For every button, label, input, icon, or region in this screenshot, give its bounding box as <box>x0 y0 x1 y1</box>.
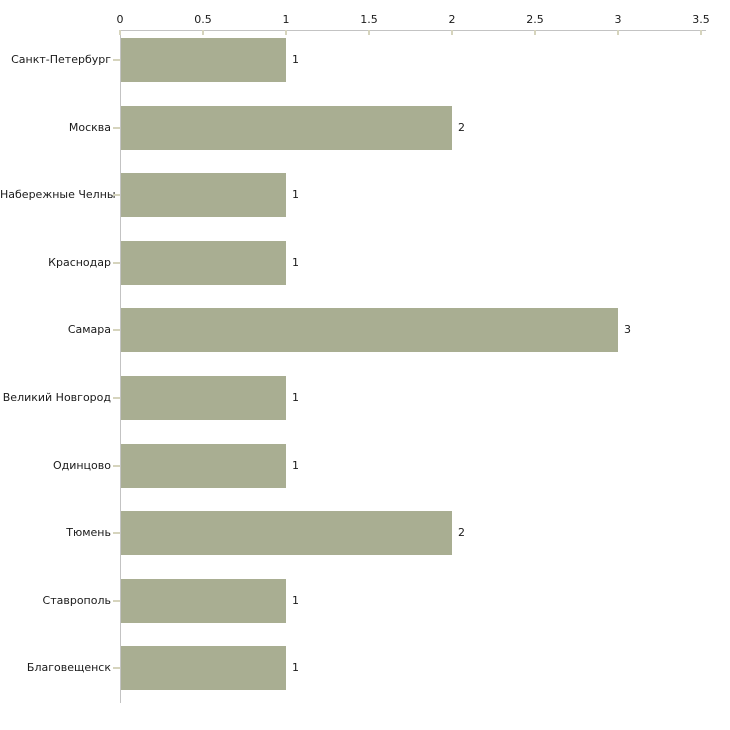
category-tick-mark <box>113 532 120 535</box>
x-axis-tick-mark <box>368 30 370 35</box>
x-axis-tick-label: 0.5 <box>194 13 212 26</box>
value-label: 1 <box>292 255 299 269</box>
x-axis-tick-mark <box>202 30 204 35</box>
bar <box>121 173 286 218</box>
x-axis-tick-label: 1.5 <box>360 13 378 26</box>
category-label: Одинцово <box>52 458 111 472</box>
category-tick-mark <box>113 194 120 197</box>
x-axis-tick-label: 2 <box>448 13 456 26</box>
x-axis-tick-mark <box>534 30 536 35</box>
x-axis-tick-mark <box>451 30 453 35</box>
category-label: Самара <box>67 323 111 337</box>
category-label: Набережные Челны <box>0 188 116 202</box>
x-axis-tick-mark <box>119 30 121 35</box>
category-tick-mark <box>113 667 120 670</box>
x-axis-line <box>120 30 706 31</box>
x-axis-tick-mark <box>617 30 619 35</box>
bar <box>121 105 452 150</box>
value-label: 2 <box>458 120 465 134</box>
category-label: Тюмень <box>66 526 111 540</box>
bar <box>121 308 618 353</box>
bar <box>121 511 452 556</box>
value-label: 1 <box>292 391 299 404</box>
y-axis-line <box>120 30 121 703</box>
category-tick-mark <box>113 261 120 264</box>
category-label: Великий Новгород <box>2 391 111 404</box>
value-label: 2 <box>458 526 465 540</box>
bar <box>121 578 286 623</box>
bar <box>121 646 286 691</box>
category-label: Санкт-Петербург <box>11 53 111 66</box>
bar <box>121 443 286 488</box>
x-axis-tick-label: 1 <box>282 13 290 26</box>
category-tick-mark <box>113 329 120 332</box>
bar <box>121 240 286 285</box>
x-axis-tick-label: 3 <box>614 13 622 26</box>
bar <box>121 376 286 420</box>
category-label: Москва <box>68 120 111 134</box>
category-label: Благовещенск <box>26 661 111 675</box>
category-tick-mark <box>113 397 120 399</box>
bar <box>121 38 286 82</box>
category-tick-mark <box>113 126 120 129</box>
category-tick-mark <box>113 599 120 602</box>
value-label: 1 <box>292 593 299 607</box>
value-label: 1 <box>292 188 299 202</box>
x-axis-tick-label: 0 <box>116 13 124 26</box>
category-label: Ставрополь <box>42 593 111 607</box>
value-label: 1 <box>292 458 299 472</box>
category-label: Краснодар <box>48 255 111 269</box>
x-axis-tick-label: 3.5 <box>692 13 710 26</box>
x-axis-tick-mark <box>285 30 287 35</box>
value-label: 1 <box>292 661 299 675</box>
value-label: 1 <box>292 53 299 66</box>
x-axis-tick-label: 2.5 <box>526 13 544 26</box>
value-label: 3 <box>624 323 631 337</box>
category-tick-mark <box>113 59 120 61</box>
x-axis-tick-mark <box>700 30 702 35</box>
category-tick-mark <box>113 464 120 467</box>
